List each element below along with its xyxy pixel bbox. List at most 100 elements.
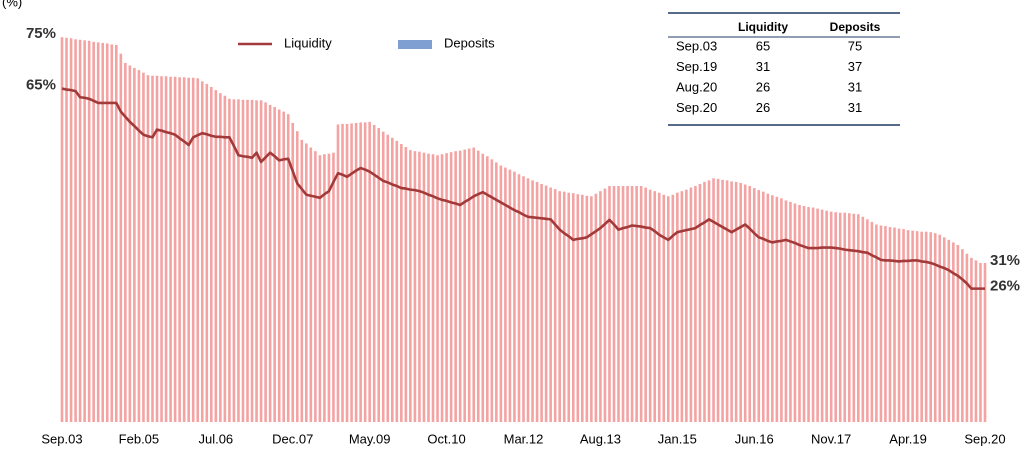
bar — [798, 205, 801, 422]
bar — [467, 148, 471, 423]
bar — [404, 147, 408, 423]
bar — [680, 191, 684, 422]
bar — [449, 152, 453, 423]
bar — [970, 257, 973, 422]
bar — [875, 224, 878, 422]
table-cell: Sep.19 — [676, 59, 717, 74]
table-cell: 31 — [848, 100, 862, 115]
x-tick-label: Jul.06 — [198, 431, 233, 446]
bar — [381, 131, 385, 422]
bar — [422, 152, 426, 423]
bar — [508, 169, 512, 422]
bar — [223, 95, 227, 423]
table-header: Liquidity — [738, 20, 788, 34]
bar — [431, 154, 435, 423]
bar — [825, 210, 828, 422]
bar — [277, 109, 281, 422]
bar — [214, 90, 218, 423]
bar — [314, 151, 317, 423]
bar — [332, 152, 335, 423]
bar — [522, 176, 525, 422]
bar — [603, 188, 607, 422]
bar — [137, 70, 141, 422]
bar — [436, 155, 439, 423]
bar — [952, 242, 955, 422]
bar — [531, 180, 534, 422]
legend-label: Liquidity — [284, 35, 332, 50]
bar — [612, 186, 616, 422]
bar — [857, 214, 860, 422]
bar — [187, 77, 190, 422]
bar — [454, 151, 457, 423]
bar — [676, 192, 679, 422]
bar — [712, 178, 715, 422]
bar — [323, 154, 326, 423]
bar — [246, 99, 249, 422]
bar — [142, 72, 145, 422]
bar — [938, 234, 942, 422]
bar — [947, 239, 951, 422]
bar — [789, 201, 792, 422]
bar — [866, 219, 869, 422]
bar — [558, 191, 561, 422]
table-cell: Sep.20 — [676, 100, 717, 115]
bar — [784, 200, 788, 422]
bar — [585, 195, 589, 422]
bar — [730, 181, 733, 422]
bar — [151, 75, 154, 422]
bar — [350, 123, 353, 423]
value-label: 65% — [26, 77, 56, 94]
bar — [698, 183, 702, 422]
bar — [259, 100, 263, 422]
bar — [721, 179, 724, 422]
bar — [273, 107, 276, 422]
table-cell: 31 — [756, 59, 770, 74]
bar — [793, 203, 797, 422]
bar — [974, 260, 978, 422]
bar — [490, 159, 494, 422]
bar — [884, 226, 887, 422]
x-tick-label: Dec.07 — [272, 431, 313, 446]
bar — [210, 87, 213, 423]
bar — [413, 151, 417, 423]
value-label: 31% — [990, 252, 1020, 269]
bar — [78, 39, 82, 422]
table-cell: 26 — [756, 79, 770, 94]
bar — [105, 43, 109, 422]
legend-label: Deposits — [444, 35, 495, 50]
bar — [486, 156, 489, 423]
bar — [476, 150, 480, 423]
bar — [74, 39, 77, 422]
bar — [228, 98, 231, 422]
bar — [617, 186, 620, 422]
bar — [395, 140, 399, 422]
bar — [327, 153, 331, 423]
bar — [549, 187, 552, 422]
line — [61, 87, 985, 290]
bar — [499, 165, 503, 422]
x-tick-label: Oct.10 — [427, 431, 465, 446]
bar — [752, 188, 756, 422]
bar — [716, 178, 720, 422]
bar — [124, 62, 127, 423]
table-cell: 26 — [756, 100, 770, 115]
bar — [87, 40, 91, 422]
bar — [481, 153, 485, 423]
bar — [571, 193, 575, 422]
bar — [472, 147, 476, 423]
x-tick-label: Sep.03 — [41, 431, 82, 446]
x-tick-label: Aug.13 — [580, 431, 621, 446]
bar — [114, 44, 118, 422]
bar — [128, 65, 132, 422]
bar — [418, 151, 421, 423]
bar — [146, 75, 150, 422]
bar — [526, 178, 530, 422]
x-tick-label: Apr.19 — [889, 431, 927, 446]
bar — [599, 191, 602, 422]
bar — [920, 231, 923, 422]
bar — [173, 76, 177, 422]
bar — [282, 111, 286, 422]
bar — [671, 194, 675, 422]
bar — [386, 134, 390, 422]
bar — [504, 167, 507, 422]
